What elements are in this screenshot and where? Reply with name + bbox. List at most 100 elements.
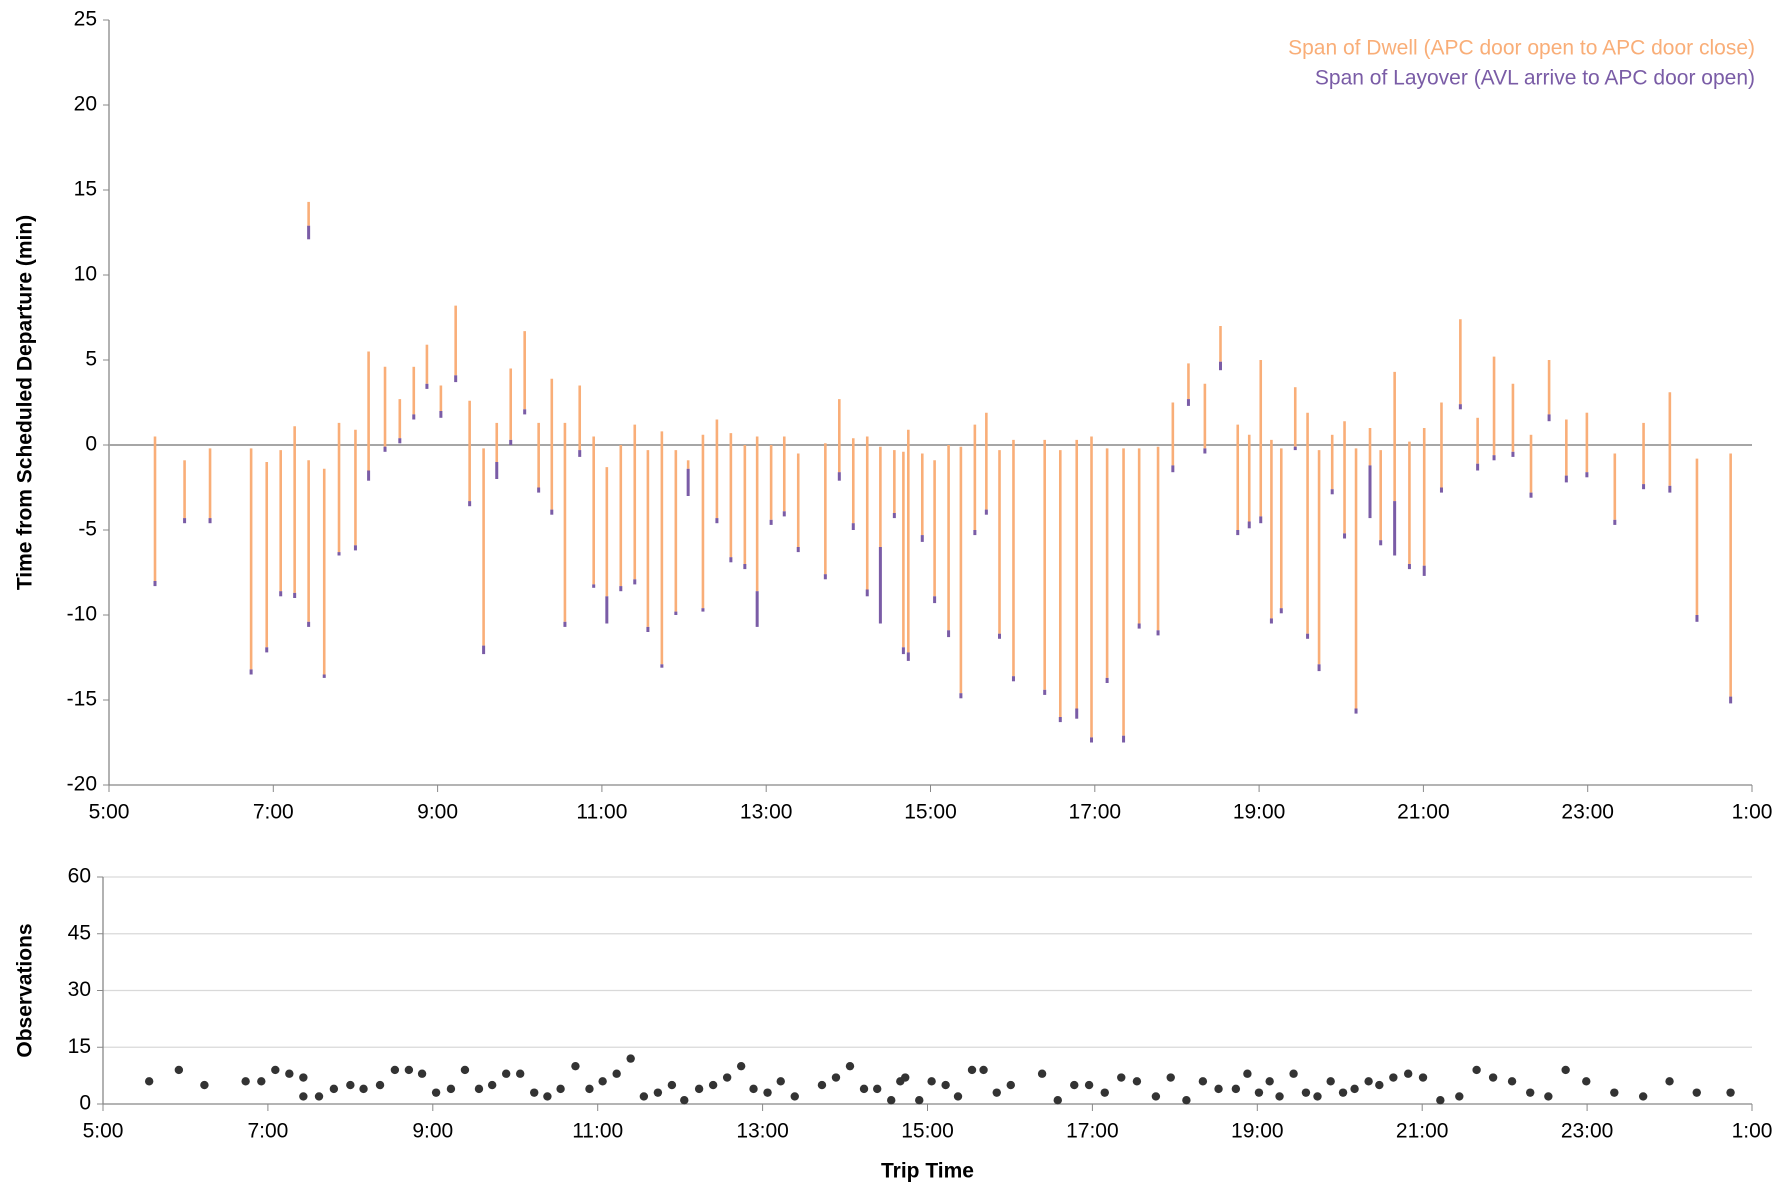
y-axis-title: Time from Scheduled Departure (min) <box>14 215 37 590</box>
x-tick-label: 7:00 <box>253 801 294 824</box>
point <box>967 1065 977 1075</box>
point <box>446 1084 456 1094</box>
y-tick-label: 10 <box>74 263 97 286</box>
point <box>1526 1088 1535 1097</box>
point <box>992 1088 1001 1097</box>
point <box>1275 1092 1284 1101</box>
point <box>1692 1088 1701 1097</box>
point <box>1166 1073 1175 1082</box>
y-tick-label: -5 <box>78 518 97 541</box>
point <box>1544 1092 1553 1101</box>
y-tick-label: 25 <box>74 8 97 31</box>
point <box>329 1084 339 1094</box>
point <box>271 1065 280 1075</box>
point <box>859 1084 869 1094</box>
point <box>831 1073 841 1082</box>
y-tick-label: 30 <box>68 978 91 1001</box>
point <box>1070 1080 1079 1090</box>
point <box>1665 1077 1674 1086</box>
point <box>460 1065 470 1075</box>
x-tick-label: 7:00 <box>247 1120 288 1143</box>
point <box>174 1065 184 1075</box>
x-tick-label: 5:00 <box>89 801 130 824</box>
point <box>1436 1096 1445 1105</box>
point <box>375 1080 385 1090</box>
point <box>915 1096 924 1105</box>
point <box>1198 1077 1208 1086</box>
x-tick-label: 21:00 <box>1397 801 1450 824</box>
legend-entry: Span of Layover (AVL arrive to APC door … <box>1315 67 1755 90</box>
point <box>501 1069 511 1078</box>
point <box>901 1073 910 1082</box>
point <box>474 1084 484 1094</box>
point <box>1231 1084 1241 1094</box>
point <box>285 1069 294 1078</box>
point <box>257 1077 266 1086</box>
point <box>144 1077 154 1086</box>
point <box>1313 1092 1322 1101</box>
y-tick-label: 15 <box>68 1035 91 1058</box>
y-tick-label: 5 <box>85 348 97 371</box>
point <box>314 1092 324 1101</box>
point <box>1053 1096 1062 1105</box>
point <box>1100 1088 1109 1097</box>
point <box>241 1077 250 1086</box>
point <box>941 1080 950 1090</box>
point <box>1265 1077 1274 1086</box>
point <box>612 1069 621 1078</box>
point <box>1507 1077 1517 1086</box>
point <box>694 1084 704 1094</box>
y-tick-label: -15 <box>67 688 97 711</box>
point <box>200 1080 209 1090</box>
point <box>1037 1069 1047 1078</box>
point <box>749 1084 758 1094</box>
point <box>299 1092 308 1101</box>
point <box>667 1080 677 1090</box>
point <box>1243 1069 1252 1078</box>
point <box>653 1088 663 1097</box>
point <box>1338 1088 1348 1097</box>
point <box>817 1080 827 1090</box>
y-tick-label: 20 <box>74 93 97 116</box>
point <box>299 1073 308 1082</box>
point <box>927 1077 936 1086</box>
x-tick-label: 23:00 <box>1561 1120 1614 1143</box>
point <box>1375 1080 1384 1090</box>
point <box>953 1092 963 1101</box>
point <box>1289 1069 1298 1078</box>
point <box>571 1061 580 1071</box>
y-tick-label: 15 <box>74 178 97 201</box>
point <box>790 1092 799 1101</box>
point <box>1488 1073 1498 1082</box>
point <box>1364 1077 1373 1086</box>
point <box>1084 1080 1094 1090</box>
y-tick-label: 0 <box>85 433 97 456</box>
point <box>979 1065 988 1075</box>
x-tick-label: 21:00 <box>1396 1120 1449 1143</box>
point <box>708 1080 718 1090</box>
x-tick-label: 11:00 <box>576 801 627 824</box>
y-tick-label: 0 <box>79 1092 91 1115</box>
point <box>1638 1092 1648 1101</box>
point <box>530 1088 539 1097</box>
point <box>626 1054 635 1063</box>
point <box>887 1096 896 1105</box>
point <box>359 1084 368 1094</box>
point <box>722 1073 732 1082</box>
point <box>1389 1073 1398 1082</box>
x-tick-label: 1:00 <box>1732 1120 1773 1143</box>
x-tick-label: 13:00 <box>740 801 793 824</box>
y-axis-title: Observations <box>14 923 37 1057</box>
point <box>1582 1077 1591 1086</box>
point <box>417 1069 427 1078</box>
point <box>1254 1088 1264 1097</box>
legend-entry: Span of Dwell (APC door open to APC door… <box>1288 37 1755 60</box>
point <box>1403 1069 1413 1078</box>
point <box>1006 1080 1015 1090</box>
y-tick-label: -10 <box>67 603 97 626</box>
point <box>1151 1092 1161 1101</box>
x-tick-label: 17:00 <box>1066 1120 1119 1143</box>
point <box>556 1084 565 1094</box>
